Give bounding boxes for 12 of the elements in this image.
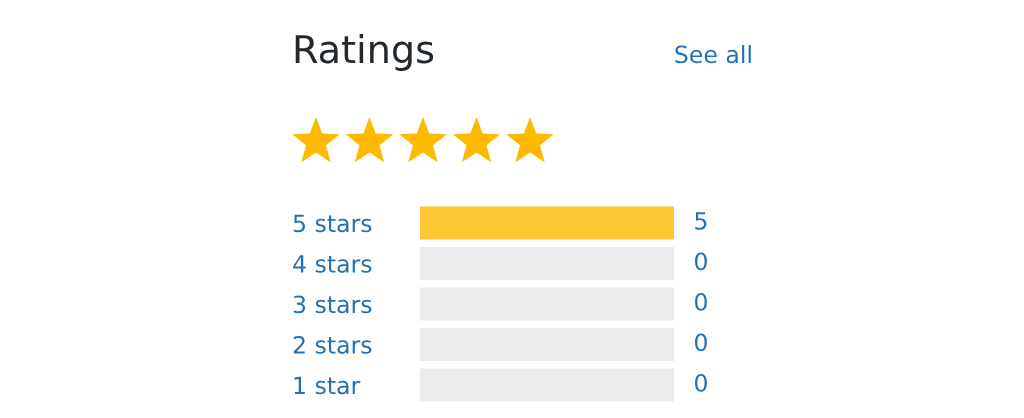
data-label: 0 — [695, 252, 707, 271]
y-tick-label: 2 stars — [293, 335, 372, 354]
chart-title: Ratings — [295, 33, 434, 71]
data-label: 0 — [695, 373, 707, 392]
y-tick-label: 5 stars — [293, 214, 372, 233]
data-label: 0 — [695, 292, 707, 311]
data-label: 0 — [695, 333, 707, 352]
text: See all — [675, 45, 751, 64]
y-tick-label: 3 stars — [293, 295, 372, 314]
y-tick-label: 1 star — [294, 376, 361, 395]
y-tick-label: 4 stars — [293, 255, 372, 273]
data-label: 5 — [695, 212, 707, 230]
